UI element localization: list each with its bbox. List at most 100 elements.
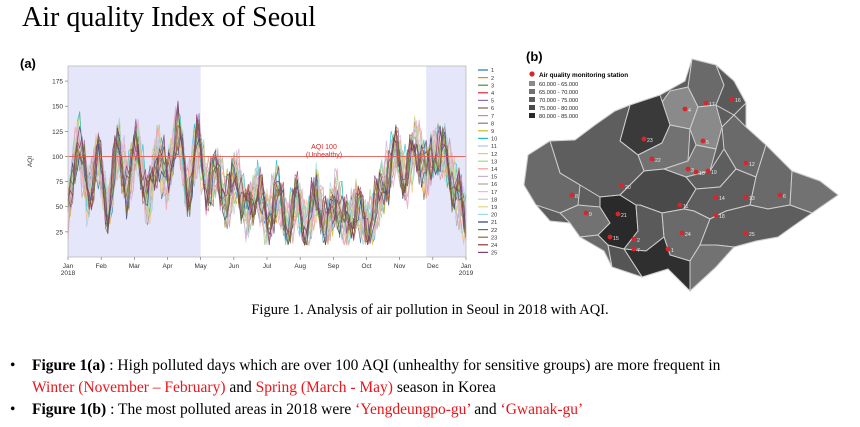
y-tick-label: 25 [56, 229, 64, 236]
y-tick-label: 125 [52, 129, 63, 136]
legend-label: 16 [491, 182, 497, 188]
x-tick-label: Jul [263, 263, 272, 270]
map-legend: Air quality monitoring station 60.000 - … [529, 71, 628, 120]
monitoring-station-marker [777, 192, 783, 198]
panel-a-label: (a) [20, 56, 36, 71]
x-tick-label: 2018 [61, 270, 76, 277]
district-number-label: 18 [719, 214, 725, 220]
bullet-item-2: • Figure 1(b) : The most polluted areas … [10, 399, 720, 421]
legend-label: 3 [491, 83, 494, 89]
district-18 [607, 244, 644, 278]
station-legend-label: Air quality monitoring station [539, 72, 628, 79]
x-tick-label: Feb [96, 263, 108, 270]
legend-label: 19 [491, 205, 497, 211]
bullet-1-text: : High polluted days which are over 100 … [105, 357, 721, 374]
x-tick-label: Aug [294, 263, 306, 270]
monitoring-station-marker [641, 136, 647, 142]
legend-label: 13 [491, 159, 497, 165]
monitoring-station-marker [631, 246, 637, 252]
seoul-district-map: (b) [520, 45, 852, 303]
legend-label: 20 [491, 213, 497, 219]
bullet-1-winter: Winter (November – February) [32, 379, 226, 396]
x-tick-label: 2019 [459, 270, 474, 277]
district-number-label: 20 [625, 185, 631, 191]
x-tick-label: Oct [361, 263, 371, 270]
aqi-line-chart: (a) 25 50 75 100 125 150 175 AQI Jan 2018 Feb Mar Ap… [18, 52, 505, 282]
monitoring-station-marker [713, 194, 719, 200]
monitoring-station-marker [743, 160, 749, 166]
monitoring-station-marker [705, 168, 711, 174]
monitoring-station-marker [713, 212, 719, 218]
district-number-label: 8 [575, 194, 578, 200]
map-legend-swatch [529, 89, 535, 94]
district-number-label: 10 [699, 171, 705, 177]
district-number-label: 7 [637, 248, 640, 254]
district-number-label: 17 [709, 102, 715, 108]
district-number-label: 14 [719, 196, 725, 202]
bullet-2-gwanak: ‘Gwanak-gu’ [500, 401, 584, 418]
district-number-label: 23 [647, 138, 653, 144]
district-number-label: 12 [749, 162, 755, 168]
map-legend-label: 80.000 - 85.000 [539, 114, 578, 120]
bullet-marker: • [10, 401, 16, 418]
bullet-1-heading: Figure 1(a) [32, 357, 106, 374]
monitoring-station-marker [569, 192, 575, 198]
legend-label: 1 [491, 68, 494, 74]
district-number-label: 15 [613, 236, 619, 242]
threshold-annotation-line2: (Unhealthy) [306, 152, 342, 159]
legend-label: 12 [491, 152, 497, 158]
district-number-label: 2 [637, 238, 640, 244]
legend-label: 10 [491, 137, 497, 143]
legend-label: 8 [491, 121, 494, 127]
monitoring-station-marker [743, 230, 749, 236]
bullet-1-end: season in Korea [392, 379, 496, 396]
legend-label: 9 [491, 129, 494, 135]
x-tick-label: May [195, 263, 208, 270]
x-tick-label: Jan [63, 263, 74, 270]
bullet-2-and: and [470, 401, 501, 418]
x-tick-label: Dec [427, 263, 439, 270]
map-legend-label: 70.000 - 75.000 [539, 98, 578, 104]
legend-label: 14 [491, 167, 497, 173]
bullet-2-yengdeungpo: ‘Yengdeungpo-gu’ [355, 401, 471, 418]
district-number-label: 13 [749, 196, 755, 202]
bullet-list: • Figure 1(a) : High polluted days which… [10, 355, 720, 421]
monitoring-station-marker [679, 230, 685, 236]
legend-label: 23 [491, 235, 497, 241]
monitoring-station-marker [619, 183, 625, 189]
monitoring-station-marker [703, 100, 709, 106]
legend-label: 4 [491, 91, 494, 97]
y-axis-label: AQI [27, 156, 34, 167]
district-number-label: 9 [589, 212, 592, 218]
slide-title: Air quality Index of Seoul [22, 2, 316, 33]
monitoring-station-marker [700, 138, 706, 144]
y-tick-label: 150 [52, 104, 63, 111]
legend-label: 22 [491, 228, 497, 234]
district-6 [789, 170, 839, 214]
x-tick-label: Nov [394, 263, 406, 270]
legend-label: 5 [491, 99, 494, 105]
monitoring-station-marker [685, 166, 691, 172]
monitoring-station-marker [729, 96, 735, 102]
monitoring-station-marker [743, 194, 749, 200]
district-7 [623, 236, 691, 293]
monitoring-station-marker [607, 234, 613, 240]
station-legend-marker [529, 71, 535, 77]
monitoring-station-marker [677, 202, 683, 208]
map-legend-label: 75.000 - 80.000 [539, 106, 578, 112]
panel-b-label: (b) [526, 49, 543, 64]
y-tick-label: 175 [52, 79, 63, 86]
legend-label: 7 [491, 114, 494, 120]
legend-label: 25 [491, 251, 497, 257]
bullet-2-heading: Figure 1(b) [32, 401, 107, 418]
x-tick-label: Mar [129, 263, 141, 270]
map-legend-swatch [529, 97, 535, 102]
legend-label: 11 [491, 144, 497, 150]
district-20 [549, 104, 645, 198]
map-legend-label: 65.000 - 70.000 [539, 90, 578, 96]
monitoring-station-marker [583, 210, 589, 216]
monitoring-station-marker [631, 236, 637, 242]
x-tick-label: Jan [461, 263, 472, 270]
district-number-label: 24 [685, 232, 691, 238]
